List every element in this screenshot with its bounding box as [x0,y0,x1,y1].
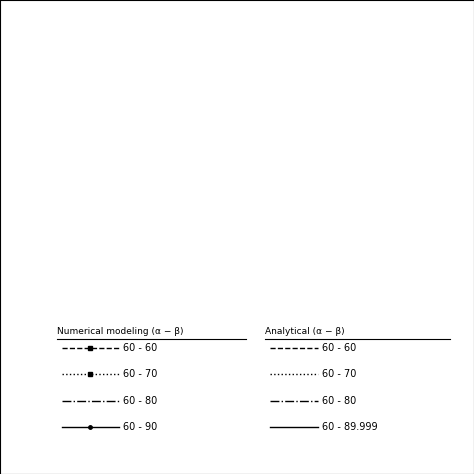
Text: 60°: 60° [86,297,105,307]
Text: 60 - 90: 60 - 90 [123,421,157,432]
Text: Numerical modeling (α − β): Numerical modeling (α − β) [57,327,183,336]
Text: 60 - 60: 60 - 60 [322,343,356,354]
Text: Analytical (α − β): Analytical (α − β) [265,327,345,336]
Text: Overburden: Overburden [222,186,284,196]
X-axis label: Average vertical stress (kPa): Average vertical stress (kPa) [164,27,343,39]
Text: 60 - 80: 60 - 80 [123,395,157,406]
Text: 60 - 70: 60 - 70 [123,369,158,380]
Text: 60 - 80: 60 - 80 [322,395,356,406]
Text: Increasing β: Increasing β [202,273,262,283]
Text: 60 - 89.999: 60 - 89.999 [322,421,378,432]
Text: 60 - 70: 60 - 70 [322,369,357,380]
Text: 90°: 90° [191,297,210,307]
Text: 60 - 60: 60 - 60 [123,343,157,354]
